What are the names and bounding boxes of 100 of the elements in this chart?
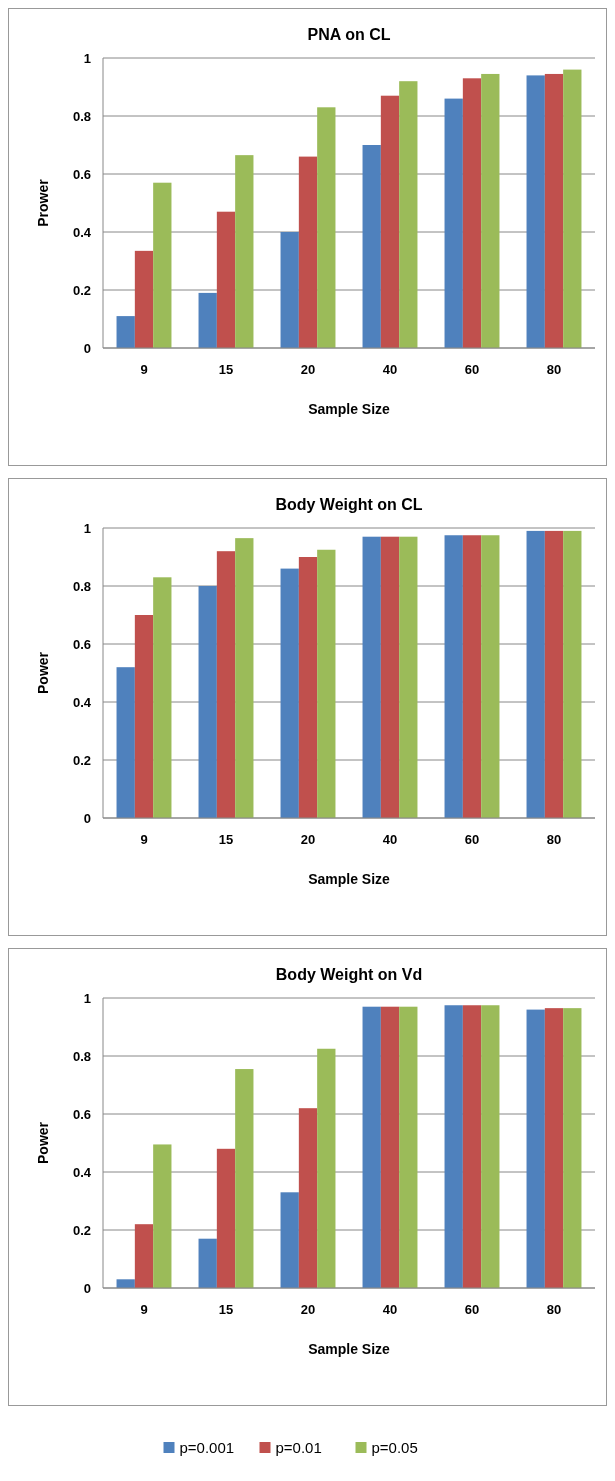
bar <box>134 615 154 818</box>
x-axis-title: Sample Size <box>308 1341 391 1357</box>
bar <box>116 316 135 348</box>
bar <box>216 551 236 818</box>
bar <box>153 1144 172 1288</box>
bar <box>481 73 500 348</box>
x-tick-label: 20 <box>300 1302 316 1317</box>
y-tick-label: 1 <box>83 520 91 536</box>
x-tick-label: 9 <box>140 1302 148 1317</box>
legend-label: p=0.05 <box>371 1439 418 1457</box>
y-tick-label: 0 <box>83 810 91 826</box>
y-tick-label: 0 <box>83 1280 91 1296</box>
x-axis-title: Sample Size <box>308 401 391 417</box>
y-axis-title: Power <box>35 1121 51 1165</box>
x-tick-label: 15 <box>218 362 234 377</box>
x-tick-label: 20 <box>300 362 316 377</box>
x-tick-label: 40 <box>382 832 398 847</box>
bar <box>216 1148 236 1288</box>
bar <box>298 557 318 818</box>
bar <box>399 81 418 348</box>
bar <box>280 232 299 348</box>
x-tick-label: 9 <box>140 362 148 377</box>
bar <box>298 1108 318 1288</box>
chart-title: Body Weight on Vd <box>275 966 423 983</box>
y-tick-label: 1 <box>83 990 91 1006</box>
bar <box>280 1192 299 1288</box>
bar <box>563 1008 582 1288</box>
x-tick-label: 40 <box>382 362 398 377</box>
bar <box>481 1005 500 1288</box>
bar <box>317 1048 336 1288</box>
x-tick-label: 80 <box>546 362 562 377</box>
x-tick-label: 40 <box>382 1302 398 1317</box>
chart-title: PNA on CL <box>307 26 391 43</box>
bar <box>563 530 582 818</box>
bar <box>317 107 336 348</box>
bar <box>362 1006 381 1288</box>
y-tick-label: 0.4 <box>72 224 92 240</box>
bar <box>380 95 400 348</box>
bar <box>526 75 545 348</box>
bar <box>134 1224 154 1288</box>
bar <box>526 1009 545 1288</box>
y-axis-title: Prower <box>35 178 51 227</box>
bar <box>462 78 482 348</box>
bar <box>563 69 582 348</box>
y-tick-label: 0.6 <box>72 166 91 182</box>
legend-label: p=0.001 <box>179 1439 235 1457</box>
bar <box>216 211 236 348</box>
bar <box>235 1069 254 1288</box>
legend-label: p=0.01 <box>275 1439 322 1457</box>
x-axis-title: Sample Size <box>308 871 391 887</box>
y-tick-label: 0.6 <box>72 636 91 652</box>
bar <box>362 145 381 348</box>
y-axis-title: Power <box>35 651 51 695</box>
bar <box>235 155 254 348</box>
bar <box>462 535 482 818</box>
chart-title: Body Weight on CL <box>275 496 423 513</box>
bar <box>380 1006 400 1288</box>
bar <box>380 536 400 818</box>
x-tick-label: 80 <box>546 1302 562 1317</box>
bar <box>362 536 381 818</box>
bar <box>298 156 318 348</box>
bar <box>526 530 545 818</box>
bar <box>198 292 217 348</box>
bar <box>235 538 254 818</box>
x-tick-label: 60 <box>464 832 480 847</box>
bar <box>116 1279 135 1288</box>
bar <box>153 182 172 348</box>
y-tick-label: 0.6 <box>72 1106 91 1122</box>
y-tick-label: 1 <box>83 50 91 66</box>
bar <box>153 577 172 818</box>
x-tick-label: 15 <box>218 1302 234 1317</box>
y-tick-label: 0.8 <box>72 108 91 124</box>
bar <box>198 1238 217 1288</box>
y-tick-label: 0.4 <box>72 1164 92 1180</box>
x-tick-label: 20 <box>300 832 316 847</box>
bar <box>481 535 500 818</box>
x-tick-label: 15 <box>218 832 234 847</box>
x-tick-label: 9 <box>140 832 148 847</box>
bar <box>462 1005 482 1288</box>
bar <box>134 250 154 348</box>
bar <box>544 530 564 818</box>
y-tick-label: 0.2 <box>72 752 91 768</box>
y-tick-label: 0.8 <box>72 1048 91 1064</box>
y-tick-label: 0.8 <box>72 578 91 594</box>
bar <box>280 568 299 818</box>
bar <box>544 1008 564 1288</box>
bar <box>544 73 564 348</box>
bar <box>317 549 336 818</box>
bar <box>444 535 463 818</box>
y-tick-label: 0.4 <box>72 694 92 710</box>
y-tick-label: 0 <box>83 340 91 356</box>
bar <box>444 1005 463 1288</box>
bar <box>116 667 135 818</box>
y-tick-label: 0.2 <box>72 1222 91 1238</box>
bar <box>444 98 463 348</box>
y-tick-label: 0.2 <box>72 282 91 298</box>
x-tick-label: 60 <box>464 1302 480 1317</box>
x-tick-label: 60 <box>464 362 480 377</box>
bar <box>399 1006 418 1288</box>
bar <box>399 536 418 818</box>
